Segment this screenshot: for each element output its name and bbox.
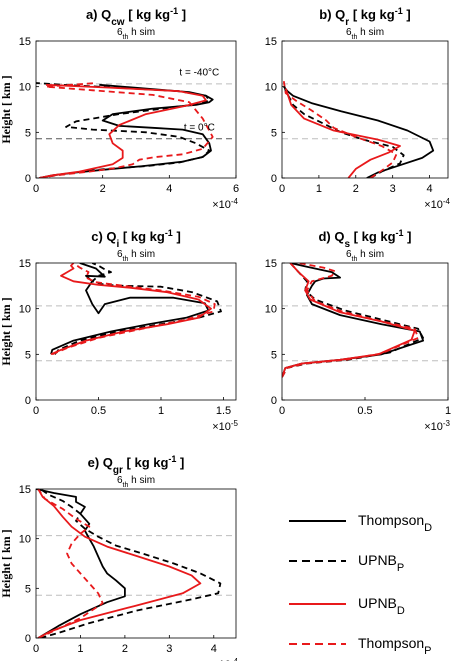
x-tick-label: 0 [279, 183, 285, 195]
y-tick-label: 10 [265, 304, 277, 316]
x-tick-label: 2 [100, 183, 106, 195]
y-tick-label: 0 [25, 173, 31, 185]
x-tick-label: 3 [166, 643, 172, 655]
y-tick-label: 10 [19, 82, 31, 94]
y-tick-label: 5 [271, 127, 277, 139]
legend-label-thompson-p: ThompsonP [358, 635, 432, 657]
annotation-label: t = -40°C [179, 68, 219, 79]
x-tick-label: 1 [158, 405, 164, 417]
series-line-upnb-d [284, 88, 401, 178]
series-line-upnb-p [282, 83, 405, 178]
x-tick-label: 4 [211, 643, 217, 655]
x-tick-label: 4 [166, 183, 172, 195]
x-tick-label: 0 [279, 405, 285, 417]
series-line-thompson-d [283, 86, 435, 178]
annotation-label: t = 0°C [184, 123, 215, 134]
axes-box [281, 40, 449, 179]
series-line-thompson-d [50, 263, 210, 355]
axes-box [35, 262, 237, 401]
x-exponent: ×10-3 [424, 419, 450, 434]
x-tick-label: 0.5 [357, 405, 372, 417]
series-line-thompson-p [51, 263, 216, 356]
series-line-upnb-p [282, 263, 425, 378]
panel-title: c) Qi [ kg kg-1 ] [91, 228, 181, 250]
y-tick-label: 10 [265, 82, 277, 94]
series-group [50, 263, 222, 356]
panel-title: e) Qgr [ kg kg-1 ] [88, 454, 185, 476]
panel-subtitle: 6th h sim [117, 475, 155, 489]
y-tick-label: 15 [19, 36, 31, 48]
panel-e: e) Qgr [ kg kg-1 ]6th h sim 0 1 2 3 4 0 5 10 15 ×1… [0, 454, 239, 661]
y-tick-label: 5 [25, 349, 31, 361]
legend-label-upnb-p: UPNBP [358, 552, 404, 574]
y-tick-label: 15 [19, 484, 31, 496]
x-exponent: ×10-4 [212, 657, 238, 661]
x-exponent: ×10-5 [212, 419, 238, 434]
series-line-thompson-d [36, 489, 126, 638]
x-tick-label: 4 [426, 183, 432, 195]
series-line-upnb-p [39, 489, 222, 638]
series-line-thompson-p [39, 82, 214, 178]
axes-box [35, 488, 237, 639]
x-tick-label: 1 [77, 643, 83, 655]
y-axis-label: Height [ km ] [0, 529, 13, 597]
y-axis-label: Height [ km ] [0, 75, 13, 143]
panel-a: a) Qcw [ kg kg-1 ]6th h sim t = -40°C t = … [0, 6, 239, 211]
y-tick-label: 0 [25, 395, 31, 407]
legend: ThompsonD UPNBP UPNBD ThompsonP [289, 512, 432, 657]
series-line-thompson-p [282, 263, 420, 378]
y-axis-label: Height [ km ] [0, 297, 13, 365]
y-tick-label: 10 [19, 304, 31, 316]
series-line-thompson-d [282, 263, 425, 378]
x-tick-label: 0 [33, 643, 39, 655]
y-tick-label: 5 [271, 349, 277, 361]
series-line-upnb-d [37, 489, 202, 638]
x-tick-label: 2 [353, 183, 359, 195]
axes-box [35, 40, 237, 179]
y-tick-label: 0 [25, 633, 31, 645]
x-exponent: ×10-4 [424, 197, 450, 212]
panel-title: d) Qs [ kg kg-1 ] [318, 228, 411, 250]
legend-label-upnb-d: UPNBD [358, 595, 405, 617]
panel-subtitle: 6th h sim [117, 27, 155, 41]
y-tick-label: 0 [271, 395, 277, 407]
x-tick-label: 1 [445, 405, 451, 417]
series-line-upnb-p [54, 263, 222, 355]
y-tick-label: 15 [19, 258, 31, 270]
x-tick-label: 0 [33, 405, 39, 417]
x-tick-label: 1.5 [216, 405, 231, 417]
x-tick-label: 0.5 [91, 405, 106, 417]
series-line-thompson-p [37, 489, 104, 638]
x-tick-label: 0 [33, 183, 39, 195]
y-tick-label: 5 [25, 583, 31, 595]
x-exponent: ×10-4 [212, 197, 238, 212]
x-tick-label: 1 [316, 183, 322, 195]
panel-b: b) Qr [ kg kg-1 ]6th h sim 0 1 2 3 4 0 5 10 15 ×10… [265, 6, 451, 211]
series-group [36, 489, 222, 638]
series-line-thompson-p [282, 81, 398, 178]
panel-c: c) Qi [ kg kg-1 ]6th h sim 0 0.5 1 1.5 0 5 10 15… [0, 228, 239, 433]
series-group [36, 82, 214, 178]
panel-subtitle: 6th h sim [117, 249, 155, 263]
series-group [282, 263, 425, 378]
series-group [282, 81, 435, 178]
x-tick-label: 6 [233, 183, 239, 195]
legend-label-thompson-d: ThompsonD [358, 512, 432, 534]
y-tick-label: 15 [265, 258, 277, 270]
y-tick-label: 10 [19, 534, 31, 546]
x-tick-label: 3 [390, 183, 396, 195]
x-tick-label: 2 [122, 643, 128, 655]
y-tick-label: 0 [271, 173, 277, 185]
panel-subtitle: 6th h sim [346, 27, 384, 41]
panel-title: b) Qr [ kg kg-1 ] [319, 6, 410, 28]
series-line-upnb-d [39, 83, 207, 178]
panel-title: a) Qcw [ kg kg-1 ] [86, 6, 186, 28]
y-tick-label: 5 [25, 127, 31, 139]
y-tick-label: 15 [265, 36, 277, 48]
panel-subtitle: 6th h sim [346, 249, 384, 263]
